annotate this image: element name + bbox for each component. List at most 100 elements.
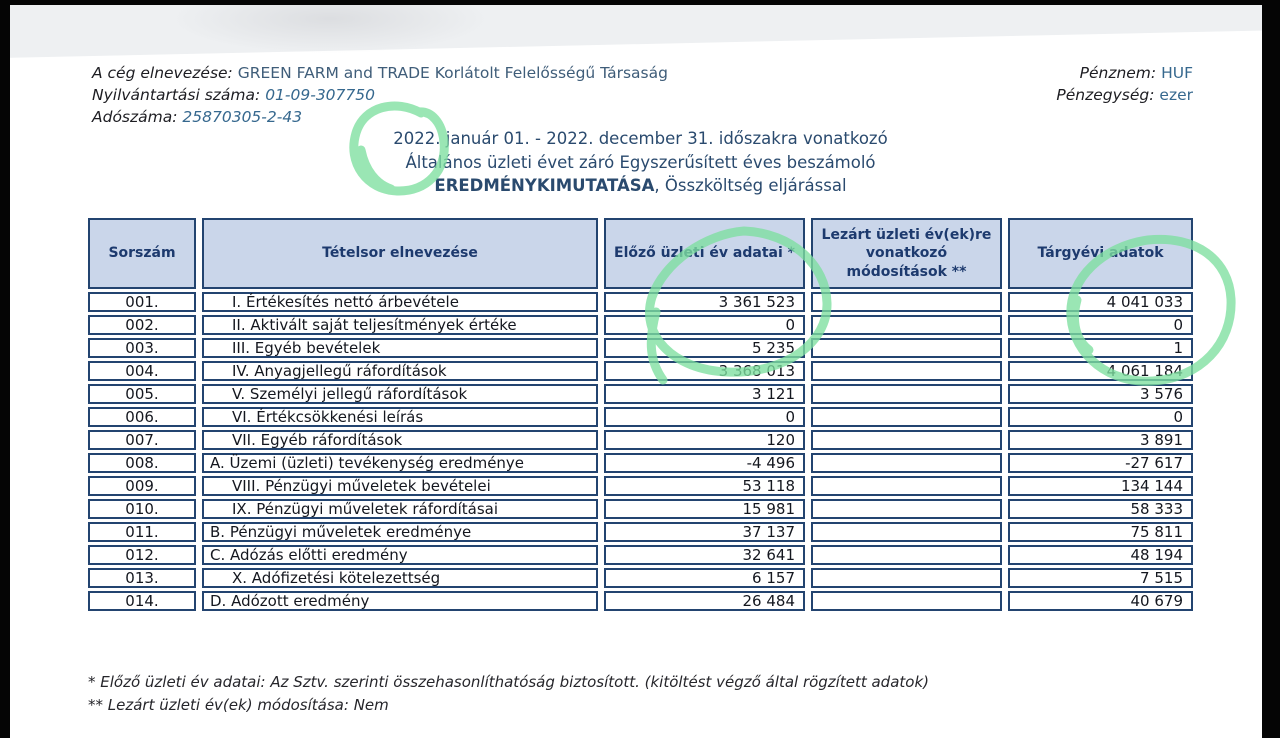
column-header-1: Tételsor elnevezése <box>202 218 598 289</box>
previous-year-value: 120 <box>604 430 805 450</box>
current-year-value: 1 <box>1008 338 1193 358</box>
registration-number-label: Nyilvántartási száma: <box>92 86 261 104</box>
current-year-value: 75 811 <box>1008 522 1193 542</box>
currency-value: HUF <box>1161 64 1193 82</box>
row-label: D. Adózott eredmény <box>202 591 598 611</box>
previous-year-value: 0 <box>604 407 805 427</box>
modification-value <box>811 568 1002 588</box>
previous-year-value: 26 484 <box>604 591 805 611</box>
tax-number-label: Adószáma: <box>92 108 178 126</box>
previous-year-value: 15 981 <box>604 499 805 519</box>
current-year-value: 40 679 <box>1008 591 1193 611</box>
current-year-value: 3 891 <box>1008 430 1193 450</box>
report-title-line1: 2022. január 01. - 2022. december 31. id… <box>393 129 888 148</box>
current-year-value: 4 041 033 <box>1008 292 1193 312</box>
unit-value: ezer <box>1159 86 1193 104</box>
row-number: 001. <box>88 292 196 312</box>
previous-year-value: 5 235 <box>604 338 805 358</box>
report-title-line2: Általános üzleti évet záró Egyszerűsítet… <box>405 152 876 172</box>
row-number: 003. <box>88 338 196 358</box>
modification-value <box>811 338 1002 358</box>
modification-value <box>811 591 1002 611</box>
row-label: C. Adózás előtti eredmény <box>202 545 598 565</box>
report-title-line3-bold: EREDMÉNYKIMUTATÁSA <box>434 176 655 195</box>
row-number: 010. <box>88 499 196 519</box>
modification-value <box>811 476 1002 496</box>
current-year-value: 134 144 <box>1008 476 1193 496</box>
report-title-line3-rest: , Összköltség eljárással <box>654 176 847 195</box>
footnote-closed-year: ** Lezárt üzleti év(ek) módosítása: Nem <box>88 696 389 714</box>
previous-year-value: 3 121 <box>604 384 805 404</box>
modification-value <box>811 453 1002 473</box>
previous-year-value: 37 137 <box>604 522 805 542</box>
column-header-0: Sorszám <box>88 218 196 289</box>
modification-value <box>811 361 1002 381</box>
row-label: VIII. Pénzügyi műveletek bevételei <box>202 476 598 496</box>
row-label: IX. Pénzügyi műveletek ráfordításai <box>202 499 598 519</box>
previous-year-value: 53 118 <box>604 476 805 496</box>
column-header-3: Lezárt üzleti év(ek)re vonatkozó módosít… <box>811 218 1002 289</box>
row-label: A. Üzemi (üzleti) tevékenység eredménye <box>202 453 598 473</box>
unit-line: Pénzegység: ezer <box>1056 84 1193 106</box>
previous-year-value: -4 496 <box>604 453 805 473</box>
row-number: 011. <box>88 522 196 542</box>
report-title: 2022. január 01. - 2022. december 31. id… <box>88 127 1193 198</box>
column-header-4: Tárgyévi adatok <box>1008 218 1193 289</box>
footnotes: * Előző üzleti év adatai: Az Sztv. szeri… <box>88 671 929 717</box>
previous-year-value: 3 368 013 <box>604 361 805 381</box>
current-year-value: 7 515 <box>1008 568 1193 588</box>
modification-value <box>811 315 1002 335</box>
row-number: 014. <box>88 591 196 611</box>
column-header-2: Előző üzleti év adatai * <box>604 218 805 289</box>
modification-value <box>811 384 1002 404</box>
current-year-value: 0 <box>1008 407 1193 427</box>
registration-number-line: Nyilvántartási száma: 01-09-307750 <box>92 84 668 106</box>
unit-label: Pénzegység: <box>1056 86 1155 104</box>
row-label: VII. Egyéb ráfordítások <box>202 430 598 450</box>
previous-year-value: 32 641 <box>604 545 805 565</box>
registration-number-value: 01-09-307750 <box>265 86 375 104</box>
company-id-block: A cég elnevezése: GREEN FARM and TRADE K… <box>92 62 668 128</box>
row-label: VI. Értékcsökkenési leírás <box>202 407 598 427</box>
row-label: III. Egyéb bevételek <box>202 338 598 358</box>
previous-year-value: 6 157 <box>604 568 805 588</box>
current-year-value: 48 194 <box>1008 545 1193 565</box>
currency-label: Pénznem: <box>1079 64 1157 82</box>
row-number: 002. <box>88 315 196 335</box>
modification-value <box>811 407 1002 427</box>
row-number: 007. <box>88 430 196 450</box>
row-number: 013. <box>88 568 196 588</box>
report-title-line3: EREDMÉNYKIMUTATÁSA, Összköltség eljáráss… <box>88 174 1193 198</box>
current-year-value: 4 061 184 <box>1008 361 1193 381</box>
current-year-value: 3 576 <box>1008 384 1193 404</box>
row-number: 005. <box>88 384 196 404</box>
tax-number-line: Adószáma: 25870305-2-43 <box>92 106 668 128</box>
statement-table: Sorszám Tételsor elnevezése Előző üzleti é… <box>88 218 1193 611</box>
row-number: 006. <box>88 407 196 427</box>
previous-year-value: 3 361 523 <box>604 292 805 312</box>
photo-edge-left <box>0 0 10 738</box>
row-number: 012. <box>88 545 196 565</box>
row-label: X. Adófizetési kötelezettség <box>202 568 598 588</box>
modification-value <box>811 499 1002 519</box>
row-number: 004. <box>88 361 196 381</box>
row-number: 009. <box>88 476 196 496</box>
currency-line: Pénznem: HUF <box>1056 62 1193 84</box>
modification-value <box>811 545 1002 565</box>
photo-smudge <box>170 0 490 54</box>
previous-year-value: 0 <box>604 315 805 335</box>
row-label: I. Értékesítés nettó árbevétele <box>202 292 598 312</box>
row-label: V. Személyi jellegű ráfordítások <box>202 384 598 404</box>
photo-edge-right <box>1262 0 1280 738</box>
company-name-value: GREEN FARM and TRADE Korlátolt Felelőssé… <box>237 64 668 82</box>
current-year-value: 58 333 <box>1008 499 1193 519</box>
row-label: II. Aktivált saját teljesítmények értéke <box>202 315 598 335</box>
footnote-previous-year: * Előző üzleti év adatai: Az Sztv. szeri… <box>88 673 929 691</box>
current-year-value: -27 617 <box>1008 453 1193 473</box>
company-name-line: A cég elnevezése: GREEN FARM and TRADE K… <box>92 62 668 84</box>
modification-value <box>811 292 1002 312</box>
modification-value <box>811 430 1002 450</box>
photo-edge-top <box>0 0 1280 5</box>
tax-number-value: 25870305-2-43 <box>182 108 303 126</box>
row-number: 008. <box>88 453 196 473</box>
